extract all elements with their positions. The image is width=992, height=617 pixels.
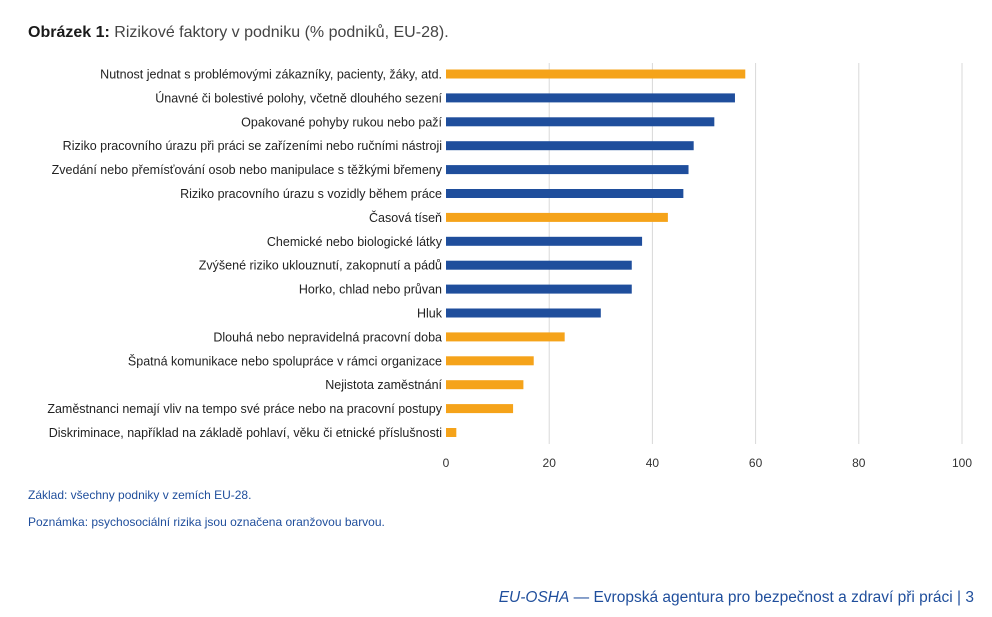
- category-label: Nejistota zaměstnání: [325, 378, 442, 392]
- bar: [446, 141, 694, 151]
- bar-chart: 0 20 40 60 80 100 Nutnost jednat s problémovým…: [47, 63, 972, 470]
- bar: [446, 189, 684, 198]
- page-footer: EU-OSHA — Evropská agentura pro bezpečno…: [499, 589, 974, 607]
- bar: [446, 332, 565, 342]
- category-label: Dlouhá nebo nepravidelná pracovní doba: [213, 330, 442, 344]
- footer-brand: EU-OSHA: [498, 589, 570, 606]
- x-tick-label: 20: [543, 456, 557, 470]
- x-tick-label: 100: [952, 456, 972, 470]
- note-remark: Poznámka: psychosociální rizika jsou ozn…: [28, 515, 385, 529]
- x-tick-label: 80: [852, 456, 866, 470]
- bar: [446, 380, 524, 390]
- bar: [446, 236, 643, 246]
- category-label: Zaměstnanci nemají vliv na tempo své prá…: [47, 402, 442, 416]
- category-label: Časová tíseň: [369, 210, 442, 225]
- category-label: Opakované pohyby rukou nebo paží: [241, 115, 442, 129]
- bar: [446, 428, 457, 437]
- note-base: Základ: všechny podniky v zemích EU-28.: [28, 488, 252, 502]
- bar: [446, 404, 514, 414]
- x-tick-label: 0: [443, 456, 450, 470]
- category-label: Zvedání nebo přemísťování osob nebo mani…: [52, 163, 443, 177]
- category-label: Chemické nebo biologické látky: [267, 235, 443, 249]
- bar: [446, 212, 668, 222]
- figure-title-text: Rizikové faktory v podniku (% podniků, E…: [114, 24, 449, 41]
- bar: [446, 356, 534, 366]
- category-label: Špatná komunikace nebo spolupráce v rámc…: [128, 353, 442, 368]
- bar: [446, 117, 715, 127]
- figure-title-label: Obrázek 1:: [28, 24, 110, 41]
- category-label: Nutnost jednat s problémovými zákazníky,…: [100, 68, 442, 82]
- category-label: Hluk: [417, 307, 443, 321]
- category-label: Únavné či bolestivé polohy, včetně dlouh…: [155, 90, 442, 105]
- category-label: Riziko pracovního úrazu s vozidly během …: [180, 187, 442, 201]
- bar: [446, 284, 632, 294]
- footer-text: — Evropská agentura pro bezpečnost a zdr…: [569, 589, 974, 606]
- category-label: Zvýšené riziko uklouznutí, zakopnutí a p…: [199, 259, 442, 273]
- bar: [446, 93, 735, 103]
- x-tick-label: 60: [749, 456, 763, 470]
- bar: [446, 165, 689, 175]
- category-label: Diskriminace, například na základě pohla…: [49, 426, 442, 440]
- figure-title: Obrázek 1: Rizikové faktory v podniku (%…: [28, 24, 449, 42]
- x-tick-label: 40: [646, 456, 660, 470]
- bar: [446, 260, 632, 270]
- category-label: Horko, chlad nebo průvan: [299, 283, 442, 297]
- category-label: Riziko pracovního úrazu při práci se zař…: [63, 139, 442, 153]
- bar: [446, 308, 601, 318]
- bar: [446, 69, 746, 79]
